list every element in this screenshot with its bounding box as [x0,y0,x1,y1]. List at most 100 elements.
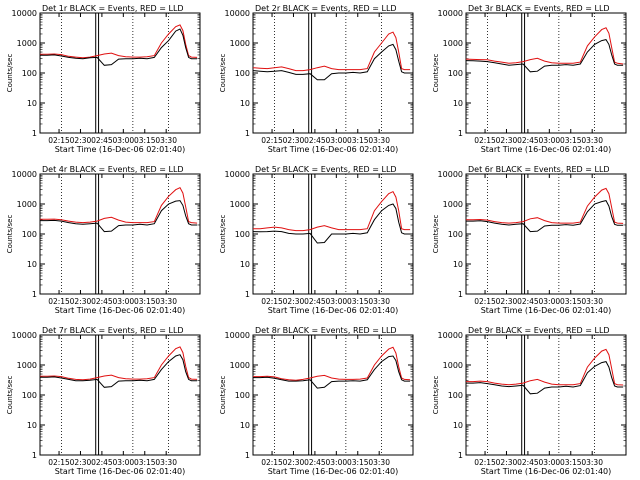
y-tick-label: 100 [448,69,463,78]
y-tick-label: 1000 [17,200,37,209]
y-tick-label: 1000 [17,361,37,370]
y-tick-label: 10 [240,260,250,269]
y-tick-label: 10 [453,260,463,269]
series-line-events [40,200,198,233]
panel-title: Det 8r BLACK = Events, RED = LLD [255,326,397,335]
y-tick-label: 100 [22,69,37,78]
y-tick-label: 1 [32,451,37,460]
y-tick-label: 10000 [12,9,37,18]
y-tick-label: 1000 [230,361,250,370]
y-tick-label: 10000 [438,9,463,18]
x-axis-label: Start Time (16-Dec-06 02:01:40) [481,467,612,476]
y-axis-label: Counts/sec [219,54,227,93]
x-tick-label: 03:30 [368,458,390,467]
x-tick-label: 02:15 [261,297,283,306]
x-tick-label: 02:30 [70,136,92,145]
x-tick-label: 03:30 [581,297,603,306]
y-tick-label: 1 [245,290,250,299]
y-tick-label: 10000 [438,331,463,340]
x-tick-label: 03:30 [155,297,177,306]
series-line-lld [253,190,411,232]
series-line-lld [40,187,198,224]
x-tick-label: 02:45 [517,458,539,467]
x-tick-label: 03:30 [581,458,603,467]
y-tick-label: 100 [235,391,250,400]
y-axis-label: Counts/sec [6,54,14,93]
y-tick-label: 100 [22,391,37,400]
x-tick-label: 02:15 [48,297,70,306]
series-line-lld [253,346,411,381]
panel-title: Det 1r BLACK = Events, RED = LLD [42,4,184,13]
x-tick-label: 03:15 [134,297,156,306]
y-tick-label: 100 [235,230,250,239]
x-tick-label: 02:45 [517,297,539,306]
x-tick-label: 02:30 [496,136,518,145]
y-tick-label: 1 [245,451,250,460]
x-tick-label: 03:15 [560,136,582,145]
series-line-events [466,200,624,233]
plot-frame [465,334,627,456]
x-tick-label: 02:15 [474,458,496,467]
x-tick-label: 02:15 [261,136,283,145]
series-line-lld [252,31,411,72]
x-axis-label: Start Time (16-Dec-06 02:01:40) [268,467,399,476]
y-axis-label: Counts/sec [6,376,14,415]
x-tick-label: 03:00 [326,136,348,145]
series-line-events [466,361,624,395]
x-tick-label: 03:00 [326,458,348,467]
x-tick-label: 02:30 [283,136,305,145]
plot-frame [465,12,627,134]
y-tick-label: 10 [453,99,463,108]
series-line-lld [466,187,624,224]
panel-title: Det 5r BLACK = Events, RED = LLD [255,165,397,174]
x-tick-label: 03:30 [368,136,390,145]
detector-panel-2: 1 10 100 1000 10000 02:15 02:30 02:45 03:00 03:15… [219,4,414,154]
series-line-events [252,203,411,244]
detector-panel-1: 1 10 100 1000 10000 02:15 02:30 02:45 03:00 03:15… [6,4,201,154]
x-tick-label: 02:45 [304,136,326,145]
panel-title: Det 9r BLACK = Events, RED = LLD [468,326,610,335]
detector-panel-4: 1 10 100 1000 10000 02:15 02:30 02:45 03:00 03:15… [6,165,201,315]
panel-title: Det 7r BLACK = Events, RED = LLD [42,326,184,335]
y-tick-label: 100 [22,230,37,239]
y-tick-label: 10 [27,260,37,269]
x-tick-label: 03:00 [539,458,561,467]
x-tick-label: 02:15 [474,297,496,306]
x-tick-label: 02:45 [304,297,326,306]
y-tick-label: 1 [32,129,37,138]
x-tick-label: 02:45 [91,136,113,145]
x-tick-label: 03:00 [539,136,561,145]
series-line-events [465,39,624,73]
y-tick-label: 1000 [443,200,463,209]
y-axis-label: Counts/sec [432,215,440,254]
x-tick-label: 03:15 [134,136,156,145]
y-axis-label: Counts/sec [432,54,440,93]
y-tick-label: 100 [448,230,463,239]
y-tick-label: 10 [27,421,37,430]
x-tick-label: 03:30 [155,136,177,145]
x-tick-label: 02:30 [496,458,518,467]
x-axis-label: Start Time (16-Dec-06 02:01:40) [268,306,399,315]
panel-title: Det 3r BLACK = Events, RED = LLD [468,4,610,13]
y-axis-label: Counts/sec [219,376,227,415]
x-tick-label: 02:45 [91,297,113,306]
x-tick-label: 03:15 [134,458,156,467]
y-tick-label: 10000 [225,9,250,18]
series-line-lld [40,24,198,59]
y-tick-label: 1000 [443,39,463,48]
x-tick-label: 03:15 [347,136,369,145]
y-tick-label: 1000 [230,200,250,209]
y-tick-label: 10 [240,99,250,108]
y-axis-label: Counts/sec [219,215,227,254]
series-line-lld [466,348,624,386]
x-axis-label: Start Time (16-Dec-06 02:01:40) [481,145,612,154]
y-tick-label: 1 [245,129,250,138]
detector-panel-3: 1 10 100 1000 10000 02:15 02:30 02:45 03:00 03:15… [432,4,627,154]
plot-frame [39,334,201,456]
plot-frame [465,173,627,295]
y-tick-label: 10000 [225,331,250,340]
y-tick-label: 1 [458,129,463,138]
y-tick-label: 1 [458,290,463,299]
y-tick-label: 1000 [230,39,250,48]
